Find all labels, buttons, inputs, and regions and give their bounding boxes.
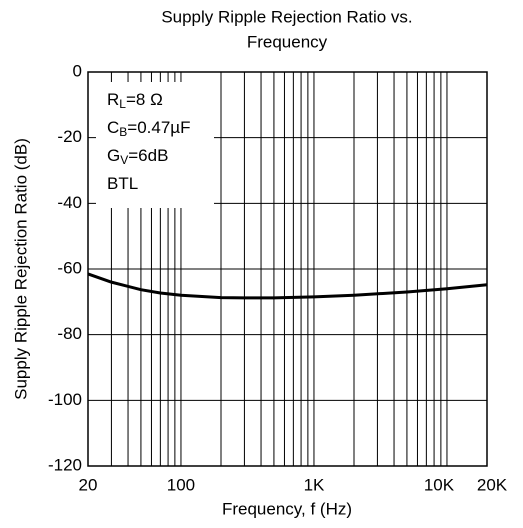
- plot-frame: [87, 71, 488, 467]
- y-tick-label: -40: [57, 193, 82, 212]
- annotation-rest: =6dB: [128, 146, 168, 165]
- y-tick-label: -80: [57, 324, 82, 343]
- annotation: BTL: [107, 174, 138, 193]
- annotation-sub: L: [119, 97, 126, 111]
- annotation: RL=8 Ω: [107, 90, 163, 111]
- annotation-sub: B: [119, 125, 127, 139]
- annotation-main: G: [107, 146, 120, 165]
- annotation-main: R: [107, 90, 119, 109]
- x-tick-label: 1K: [304, 475, 325, 494]
- x-tick-label: 10K: [424, 475, 455, 494]
- annotation-box: [96, 82, 214, 208]
- y-axis-label: Supply Ripple Rejection Ratio (dB): [11, 138, 30, 400]
- annotation-main: BTL: [107, 174, 138, 193]
- chart-title: Supply Ripple Rejection Ratio vs.: [161, 7, 412, 26]
- data-line: [87, 272, 488, 300]
- annotation: GV=6dB: [107, 146, 168, 167]
- annotation-rest: =8 Ω: [126, 90, 163, 109]
- annotation-main: C: [107, 118, 119, 137]
- x-axis-label: Frequency, f (Hz): [222, 499, 352, 518]
- y-tick-label: -60: [57, 258, 82, 277]
- x-tick-label: 100: [167, 475, 195, 494]
- annotation: CB=0.47µF: [107, 118, 191, 139]
- y-tick-label: -120: [48, 455, 82, 474]
- x-tick-label: 20K: [477, 475, 508, 494]
- x-tick-label: 20: [79, 475, 98, 494]
- y-tick-label: 0: [73, 61, 82, 80]
- y-tick-label: -100: [48, 390, 82, 409]
- annotation-sub: V: [120, 153, 128, 167]
- annotation-rest: =0.47µF: [127, 118, 190, 137]
- chart-title: Frequency: [247, 32, 328, 51]
- y-tick-label: -20: [57, 127, 82, 146]
